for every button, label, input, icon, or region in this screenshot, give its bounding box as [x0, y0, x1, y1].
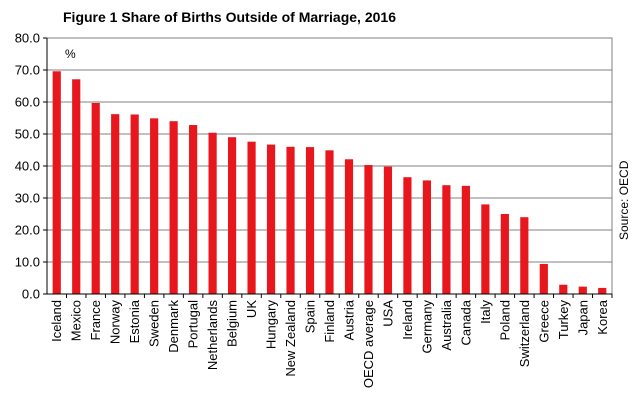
bar-uk — [247, 141, 256, 294]
bar-poland — [500, 214, 509, 294]
bar-spain — [305, 147, 315, 294]
bar-greece — [539, 263, 548, 294]
x-category-label: Iceland — [49, 300, 64, 342]
x-category-label: Mexico — [69, 300, 84, 341]
chart-title: Figure 1 Share of Births Outside of Marr… — [63, 9, 396, 25]
x-category-label: Spain — [303, 300, 318, 333]
x-category-label: France — [88, 300, 103, 340]
bar-finland — [325, 150, 334, 294]
bar-iceland — [52, 71, 61, 294]
x-category-label: Poland — [497, 300, 512, 340]
bar-estonia — [130, 114, 139, 294]
x-category-label: Ireland — [400, 300, 415, 340]
x-category-label: Sweden — [147, 300, 162, 347]
bar-belgium — [227, 137, 237, 294]
x-category-label: USA — [380, 300, 395, 327]
bar-japan — [578, 286, 587, 294]
x-category-label: New Zealand — [283, 300, 298, 377]
bar-turkey — [559, 284, 568, 294]
x-category-label: Italy — [478, 300, 493, 324]
bar-italy — [481, 204, 490, 294]
bar-ireland — [403, 177, 412, 294]
x-category-label: Belgium — [225, 300, 240, 347]
bar-mexico — [72, 79, 81, 294]
x-category-label: Switzerland — [517, 300, 532, 367]
source-note: Source: OECD — [617, 160, 631, 240]
y-tick-label: 30.0 — [15, 191, 40, 206]
bar-norway — [111, 114, 120, 294]
unit-label: % — [65, 47, 76, 61]
bar-switzerland — [520, 217, 529, 294]
y-tick-label: 10.0 — [15, 255, 40, 270]
bar-france — [91, 102, 100, 295]
y-tick-label: 70.0 — [15, 63, 40, 78]
y-tick-label: 80.0 — [15, 31, 40, 46]
bars — [52, 71, 607, 295]
x-category-label: Canada — [458, 299, 473, 345]
bar-usa — [383, 166, 393, 294]
bar-oecd-average — [364, 165, 373, 294]
x-category-label: Portugal — [186, 300, 201, 349]
gridlines — [47, 69, 612, 263]
y-tick-label: 20.0 — [15, 223, 40, 238]
x-category-label: Finland — [322, 300, 337, 343]
bar-sweden — [150, 118, 159, 294]
bar-austria — [344, 159, 354, 294]
bar-hungary — [266, 144, 276, 294]
x-category-label: Turkey — [556, 300, 571, 340]
x-axis-labels: Iceland Mexico France Norway Estonia Sweden De… — [49, 294, 613, 388]
x-category-label: Estonia — [127, 299, 142, 343]
bar-canada — [461, 185, 470, 294]
bar-portugal — [189, 125, 198, 294]
x-category-label: Korea — [595, 299, 610, 334]
bar-netherlands — [208, 132, 217, 294]
x-category-label: Hungary — [264, 300, 279, 350]
y-axis-ticks: 0.0 10.0 20.0 30.0 40.0 50.0 60.0 70.0 80.0 — [15, 31, 47, 302]
x-category-label: UK — [244, 300, 259, 318]
bar-korea — [598, 287, 607, 294]
x-category-label: Greece — [536, 300, 551, 343]
x-category-label: Norway — [108, 300, 123, 345]
x-category-label: Germany — [419, 300, 434, 354]
y-tick-label: 50.0 — [15, 127, 40, 142]
bar-new-zealand — [286, 146, 295, 294]
bar-germany — [422, 180, 432, 294]
y-tick-label: 60.0 — [15, 95, 40, 110]
bar-australia — [442, 185, 451, 294]
x-category-label: OECD average — [361, 300, 376, 388]
x-category-label: Japan — [575, 300, 590, 335]
x-category-label: Denmark — [166, 300, 181, 353]
x-category-label: Australia — [439, 299, 454, 350]
x-category-label: Netherlands — [205, 300, 220, 371]
y-tick-label: 40.0 — [15, 159, 40, 174]
bar-denmark — [169, 121, 178, 294]
y-tick-label: 0.0 — [22, 287, 40, 302]
x-category-label: Austria — [341, 299, 356, 340]
